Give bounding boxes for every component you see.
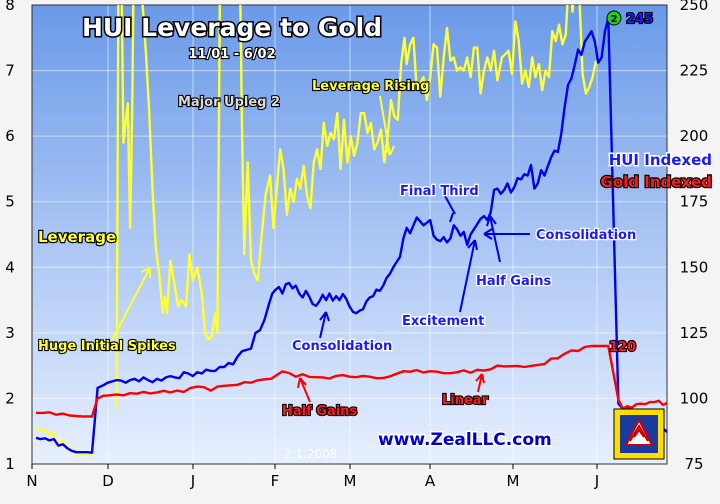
y-left-tick-label: 4 xyxy=(5,258,15,276)
arrow-leverage-rising xyxy=(379,95,391,156)
label-excitement: Excitement xyxy=(402,314,484,329)
arrow-half-gains xyxy=(489,215,501,263)
y-right-tick-label: 125 xyxy=(680,324,709,342)
zeal-url: www.ZealLLC.com xyxy=(378,430,552,450)
y-left-tick-label: 1 xyxy=(5,455,15,473)
arrow-consolidation-2-head xyxy=(483,228,493,240)
label-consolidation-2: Consolidation xyxy=(536,228,636,243)
y-right-tick-label: 150 xyxy=(680,258,709,276)
gold-end-value: 120 xyxy=(609,340,636,355)
annotation-arrows xyxy=(111,95,530,403)
arrow-consolidation-head xyxy=(319,311,330,322)
series-line-leverage xyxy=(115,5,598,409)
label-leverage-rising: Leverage Rising xyxy=(312,79,429,94)
label-half-gains-red: Half Gains xyxy=(282,404,357,419)
y-left-tick-label: 6 xyxy=(5,127,15,145)
arrow-half-gains-red xyxy=(299,377,311,403)
arrow-half-gains-red-head xyxy=(297,377,307,389)
arrow-half-gains-head xyxy=(486,215,497,227)
hui-end-value: 245 xyxy=(626,12,653,27)
y-left-tick-label: 2 xyxy=(5,389,15,407)
x-tick-label: A xyxy=(425,472,436,490)
end-badge xyxy=(606,10,622,26)
arrow-final-third xyxy=(444,195,456,215)
arrow-huge-spikes-head xyxy=(140,267,151,278)
x-tick-label: D xyxy=(102,472,114,490)
y-left-tick-label: 8 xyxy=(5,0,15,14)
x-tick-label: M xyxy=(507,472,520,490)
series-line-hui-indexed xyxy=(35,16,667,454)
label-leverage: Leverage xyxy=(38,228,116,246)
series-group xyxy=(35,5,667,456)
arrow-leverage-rising-head xyxy=(384,145,395,156)
x-tick-label: M xyxy=(344,472,357,490)
y-right-tick-label: 75 xyxy=(684,455,703,473)
arrow-huge-spikes xyxy=(111,267,151,341)
arrow-final-third-head xyxy=(449,212,454,223)
chart-subtitle: 11/01 - 6/02 xyxy=(188,47,275,62)
y-right-tick-label: 225 xyxy=(680,62,709,80)
zeal-logo xyxy=(613,408,665,460)
arrow-excitement xyxy=(459,239,476,313)
label-huge-spikes: Huge Initial Spikes xyxy=(38,339,176,354)
arrow-consolidation xyxy=(319,311,327,339)
y-left-tick-label: 7 xyxy=(5,62,15,80)
end-badge-number: 2 xyxy=(611,14,618,25)
y-right-tick-label: 100 xyxy=(680,389,709,407)
x-tick-label: F xyxy=(271,472,280,490)
legend-hui-indexed: HUI Indexed xyxy=(609,151,712,169)
axis-ticks: 1 2 3 4 5 6 7 8 75 100 125 150 175 200 225 250 N D J F M A M J xyxy=(5,0,708,490)
y-right-tick-label: 200 xyxy=(680,127,709,145)
y-right-tick-label: 250 xyxy=(680,0,709,14)
y-left-tick-label: 3 xyxy=(5,324,15,342)
chart-title: HUI Leverage to Gold xyxy=(82,13,382,42)
series-line-gold-indexed xyxy=(36,344,667,418)
y-left-tick-label: 5 xyxy=(5,193,15,211)
date-stamp: 2.1.2008 xyxy=(284,447,337,461)
series-line-leverage xyxy=(35,426,93,456)
x-tick-label: J xyxy=(190,472,195,490)
legend-gold-indexed: Gold Indexed xyxy=(601,173,712,191)
label-linear: Linear xyxy=(442,393,489,408)
x-tick-label: J xyxy=(594,472,599,490)
label-major-upleg: Major Upleg 2 xyxy=(178,95,280,110)
y-right-tick-label: 175 xyxy=(680,193,709,211)
arrow-excitement-head xyxy=(467,239,478,251)
x-tick-label: N xyxy=(26,472,37,490)
arrow-linear xyxy=(477,373,483,393)
label-half-gains-blue: Half Gains xyxy=(476,274,551,289)
label-consolidation: Consolidation xyxy=(292,339,392,354)
arrow-linear-head xyxy=(475,373,485,384)
label-final-third: Final Third xyxy=(400,184,479,199)
